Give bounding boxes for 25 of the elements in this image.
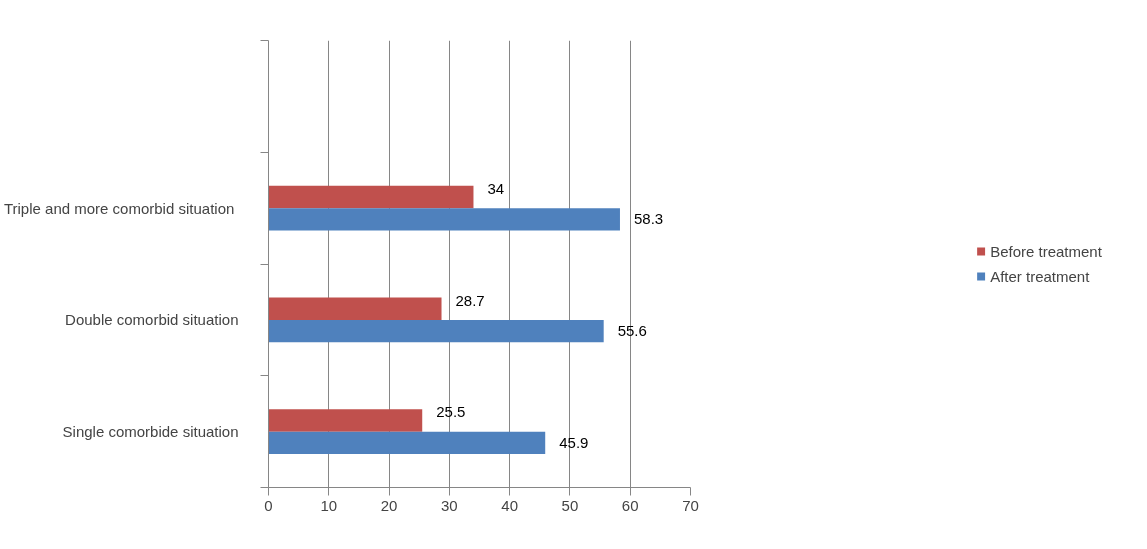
x-tick-label: 30 (441, 496, 458, 514)
x-tick-label: 40 (501, 496, 518, 514)
x-tick-label: 10 (320, 496, 338, 514)
x-tick-label: 20 (380, 496, 398, 514)
bar (268, 319, 604, 343)
bar (268, 431, 546, 454)
x-tick-label: 70 (682, 496, 699, 514)
bar (268, 208, 620, 231)
x-tick-label: 50 (561, 496, 579, 514)
legend-label: Before treatment (990, 242, 1102, 260)
data-label: 58.3 (633, 210, 664, 228)
data-label: 55.6 (617, 322, 647, 340)
bar (268, 185, 474, 209)
y-tick-label: Double comorbid situation (65, 311, 239, 329)
y-tick-label: Triple and more comorbid situation (3, 199, 235, 217)
data-label: 25.5 (436, 403, 466, 421)
x-tick-label: 0 (264, 496, 273, 514)
x-tick-label: 60 (621, 496, 639, 514)
legend-label: After treatment (990, 267, 1090, 285)
data-label: 34 (487, 179, 505, 197)
bar (268, 297, 442, 320)
y-tick-label: Single comorbide situation (62, 423, 239, 441)
data-label: 28.7 (455, 291, 485, 309)
bar (268, 409, 423, 432)
data-label: 45.9 (559, 433, 589, 451)
